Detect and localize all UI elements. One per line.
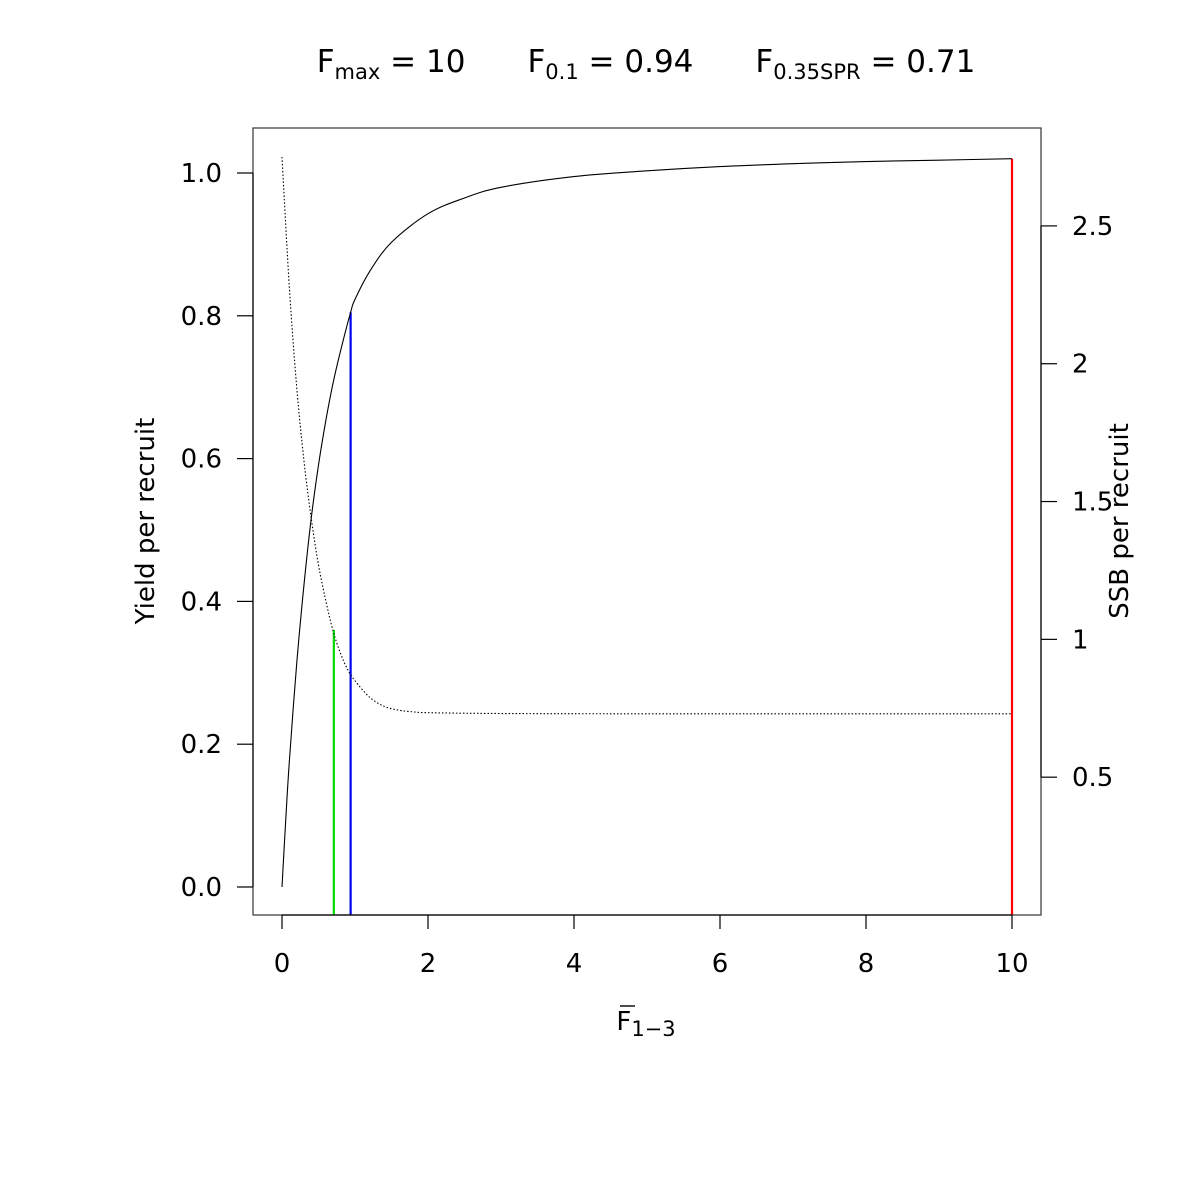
y-right-tick-label: 2.5 — [1072, 212, 1113, 242]
title-part-2-base: F — [693, 44, 773, 80]
x-tick-label: 6 — [712, 949, 729, 979]
x-tick-label: 8 — [858, 949, 875, 979]
x-tick-label: 0 — [274, 949, 291, 979]
y-left-tick-label: 0.2 — [181, 730, 222, 760]
title-part-0-base: F — [317, 44, 335, 80]
y-right-tick-label: 2 — [1072, 350, 1089, 380]
x-axis-title-text: F1−3 — [616, 1007, 675, 1041]
ssb-per-recruit-line — [281, 156, 1013, 715]
y-axis-right: 0.5 1 1.5 2 2.5 — [1040, 212, 1113, 793]
title-part-2-value: = 0.71 — [861, 44, 976, 80]
y-left-tick-label: 0.4 — [181, 587, 222, 617]
y-right-tick-label: 1 — [1072, 625, 1089, 655]
x-tick-label: 10 — [995, 949, 1028, 979]
y-left-tick-label: 1.0 — [181, 159, 222, 189]
x-axis-title: F1−3 — [616, 1005, 676, 1041]
y-axis-right-title: SSB per recruit — [1105, 423, 1135, 619]
y-left-tick-label: 0.0 — [181, 873, 222, 903]
y-right-tick-label: 1.5 — [1072, 488, 1113, 518]
reference-lines — [332, 158, 1014, 915]
y-left-tick-label: 0.8 — [181, 302, 222, 332]
chart-title: Fmax = 10 F0.1 = 0.94 F0.35SPR = 0.71 — [317, 44, 976, 84]
title-part-0-value: = 10 — [380, 44, 465, 80]
title-part-1-sub: 0.1 — [545, 60, 578, 84]
x-axis-title-sub: 1−3 — [631, 1017, 675, 1041]
title-part-1-value: = 0.94 — [579, 44, 694, 80]
y-left-tick-label: 0.6 — [181, 445, 222, 475]
y-axis-left: 0.0 0.2 0.4 0.6 0.8 1.0 — [181, 159, 254, 903]
series-layer — [281, 156, 1013, 888]
x-tick-label: 2 — [420, 949, 437, 979]
x-axis: 0 2 4 6 8 10 — [274, 914, 1029, 979]
x-axis-title-base: F — [616, 1007, 631, 1037]
title-part-1-base: F — [465, 44, 545, 80]
y-right-tick-label: 0.5 — [1072, 763, 1113, 793]
y-axis-left-title: Yield per recruit — [131, 418, 161, 626]
x-tick-label: 4 — [566, 949, 583, 979]
title-part-2-sub: 0.35SPR — [773, 60, 860, 84]
title-part-0-sub: max — [335, 60, 381, 84]
yield-per-recruit-line — [281, 158, 1013, 888]
